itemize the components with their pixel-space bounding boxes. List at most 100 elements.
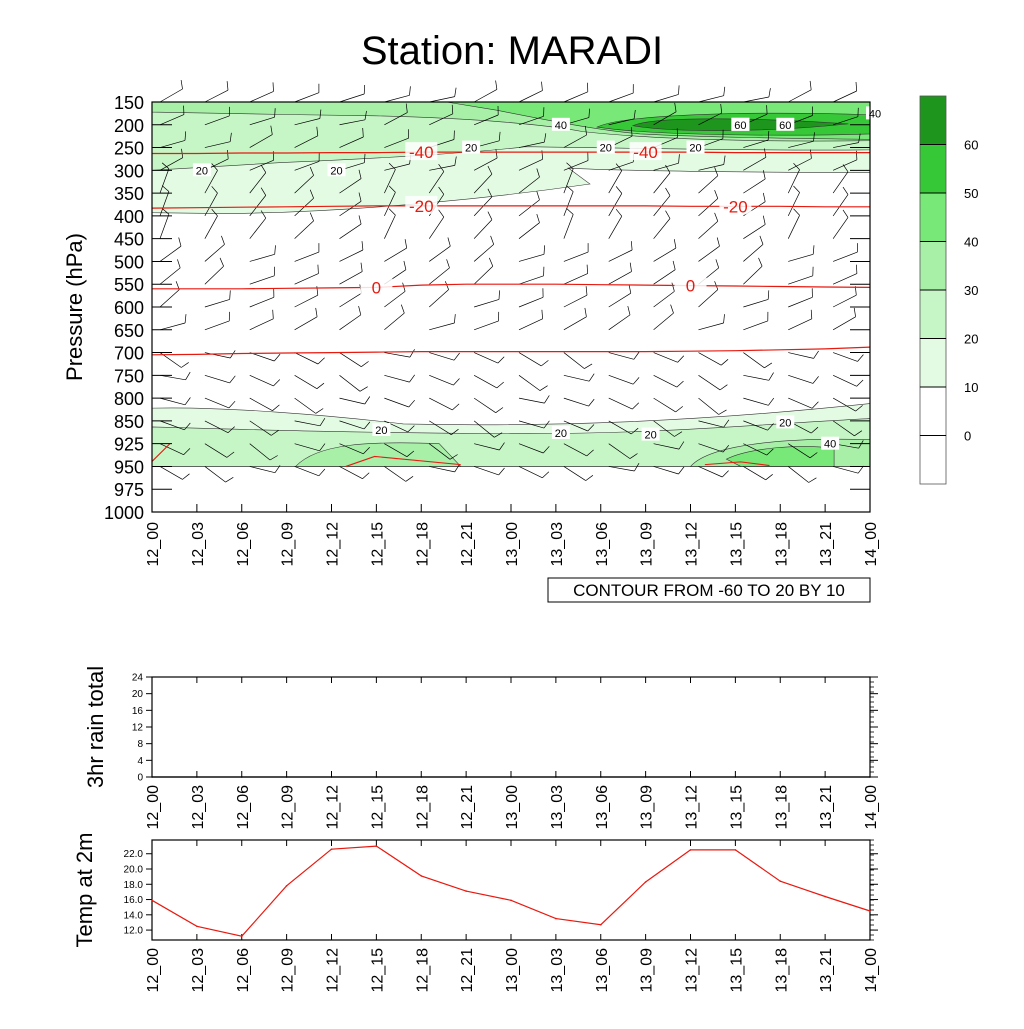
main-x-tick-label: 13_09	[639, 522, 656, 567]
panel-x-tick-label: 13_00	[504, 948, 521, 993]
wind-contour-label: 40	[824, 439, 836, 451]
panel-x-tick-label: 12_18	[414, 785, 431, 830]
panel-data-point	[331, 848, 333, 850]
contour-info-text: CONTOUR FROM -60 TO 20 BY 10	[573, 581, 845, 600]
panel-x-tick-label: 13_09	[639, 948, 656, 993]
panel-data-point	[241, 935, 243, 937]
main-x-tick-label: 12_21	[459, 522, 476, 567]
main-y-axis-label: Pressure (hPa)	[62, 233, 87, 381]
panel-x-tick-label: 12_15	[369, 948, 386, 993]
panel-x-tick-label: 13_21	[818, 785, 835, 830]
panel-data-point	[645, 776, 647, 778]
main-x-tick-label: 12_09	[280, 522, 297, 567]
colorbar-label: 50	[964, 186, 978, 201]
panel-data-point	[735, 849, 737, 851]
colorbar-label: 0	[964, 429, 971, 444]
panel-x-tick-label: 12_00	[145, 948, 162, 993]
panel-x-tick-label: 13_18	[773, 785, 790, 830]
colorbar-label: 60	[964, 138, 978, 153]
main-y-tick-label: 600	[114, 298, 144, 318]
main-x-tick-label: 13_06	[594, 522, 611, 567]
temperature-contour-label: 0	[372, 278, 381, 297]
panel-data-point	[151, 900, 153, 902]
panel-x-tick-label: 13_00	[504, 785, 521, 830]
main-y-tick-label: 200	[114, 116, 144, 136]
main-x-tick-label: 13_12	[684, 522, 701, 567]
panel-x-tick-label: 12_03	[190, 948, 207, 993]
panel-data-point	[780, 880, 782, 882]
main-x-tick-label: 12_18	[414, 522, 431, 567]
wind-contour-label: 20	[689, 143, 701, 155]
panel-data-point	[465, 776, 467, 778]
main-x-tick-label: 12_06	[235, 522, 252, 567]
main-x-tick-label: 13_21	[818, 522, 835, 567]
panel-data-point	[510, 900, 512, 902]
chart-title: Station: MARADI	[361, 29, 663, 73]
panel-data-point	[465, 890, 467, 892]
panel-data-point	[824, 896, 826, 898]
panel-data-point	[690, 776, 692, 778]
panel-x-tick-label: 14_00	[863, 948, 880, 993]
wind-contour-label: 20	[465, 143, 477, 155]
panel-x-tick-label: 13_21	[818, 948, 835, 993]
main-x-tick-label: 12_15	[369, 522, 386, 567]
panel-x-tick-label: 13_15	[728, 785, 745, 830]
main-x-tick-label: 12_12	[325, 522, 342, 567]
panel-data-point	[510, 776, 512, 778]
panel-y-tick-label: 12	[132, 723, 144, 734]
wind-contour-label: 20	[779, 417, 791, 429]
main-y-tick-label: 450	[114, 230, 144, 250]
main-y-tick-label: 550	[114, 275, 144, 295]
main-y-tick-label: 650	[114, 321, 144, 341]
panel-y-tick-label: 24	[132, 673, 144, 684]
colorbar-box	[920, 387, 946, 436]
main-y-tick-label: 350	[114, 184, 144, 204]
temp-y-axis-label: Temp at 2m	[72, 833, 97, 948]
wind-contour-label: 20	[600, 143, 612, 155]
panel-data-point	[241, 776, 243, 778]
panel-y-tick-label: 8	[137, 739, 143, 750]
panel-x-tick-label: 12_06	[235, 785, 252, 830]
colorbar-box	[920, 290, 946, 339]
colorbar-label: 30	[964, 283, 978, 298]
panel-x-tick-label: 12_00	[145, 785, 162, 830]
main-y-tick-label: 750	[114, 366, 144, 386]
wind-barb-flag	[273, 82, 274, 91]
wind-barb-flag	[364, 85, 365, 94]
temperature-contour-label: -20	[723, 197, 748, 216]
wind-barb-flag	[856, 265, 857, 274]
colorbar-box	[920, 436, 946, 485]
panel-x-tick-label: 12_12	[325, 785, 342, 830]
panel-data-point	[600, 776, 602, 778]
temperature-contour-label: -20	[409, 197, 434, 216]
panel-data-point	[645, 881, 647, 883]
panel-y-tick-label: 0	[137, 773, 143, 784]
panel-data-point	[286, 776, 288, 778]
main-x-tick-label: 14_00	[863, 522, 880, 567]
panel-x-tick-label: 12_18	[414, 948, 431, 993]
panel-data-point	[555, 776, 557, 778]
colorbar-box	[920, 242, 946, 291]
panel-x-tick-label: 13_12	[684, 785, 701, 830]
main-y-tick-label: 850	[114, 412, 144, 432]
panel-data-point	[286, 885, 288, 887]
main-y-tick-label: 1000	[104, 503, 144, 523]
panel-y-tick-label: 16.0	[124, 895, 144, 906]
panel-x-tick-label: 12_03	[190, 785, 207, 830]
colorbar-box	[920, 145, 946, 194]
panel-y-tick-label: 20	[132, 689, 144, 700]
panel-data-point	[151, 776, 153, 778]
wind-contour-label: 20	[330, 165, 342, 177]
colorbar-label: 20	[964, 332, 978, 347]
main-y-tick-label: 925	[114, 435, 144, 455]
panel-x-tick-label: 12_09	[280, 948, 297, 993]
colorbar-label: 40	[964, 235, 978, 250]
panel-y-tick-label: 12.0	[124, 926, 144, 937]
main-x-tick-label: 13_03	[549, 522, 566, 567]
wind-barb-flag	[767, 105, 768, 114]
colorbar-box	[920, 339, 946, 388]
panel-data-point	[735, 776, 737, 778]
main-y-tick-label: 250	[114, 139, 144, 159]
panel-y-tick-label: 20.0	[124, 865, 144, 876]
